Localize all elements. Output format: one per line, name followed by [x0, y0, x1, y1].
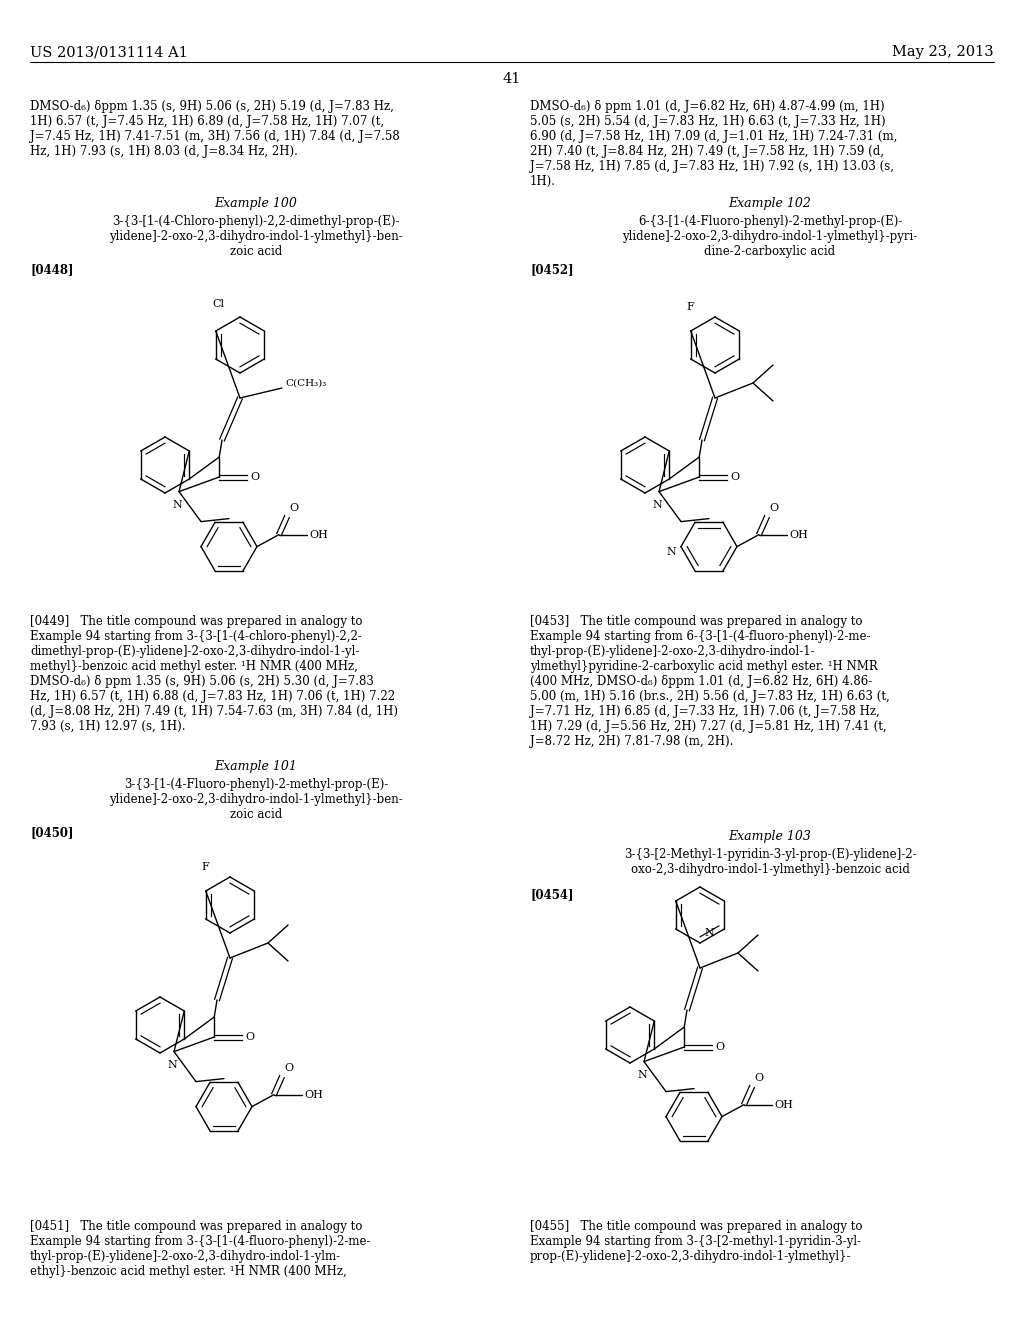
Text: OH: OH — [304, 1089, 323, 1100]
Text: Example 103: Example 103 — [728, 830, 811, 843]
Text: 3-{3-[2-Methyl-1-pyridin-3-yl-prop-(E)-ylidene]-2-
oxo-2,3-dihydro-indol-1-ylmet: 3-{3-[2-Methyl-1-pyridin-3-yl-prop-(E)-y… — [624, 847, 916, 876]
Text: [0448]: [0448] — [30, 263, 74, 276]
Text: O: O — [246, 1032, 254, 1041]
Text: [0452]: [0452] — [530, 263, 573, 276]
Text: C(CH₃)₃: C(CH₃)₃ — [285, 379, 327, 388]
Text: [0450]: [0450] — [30, 826, 74, 840]
Text: F: F — [201, 862, 209, 873]
Text: [0449]   The title compound was prepared in analogy to
Example 94 starting from : [0449] The title compound was prepared i… — [30, 615, 398, 733]
Text: O: O — [730, 473, 739, 482]
Text: 3-{3-[1-(4-Fluoro-phenyl)-2-methyl-prop-(E)-
ylidene]-2-oxo-2,3-dihydro-indol-1-: 3-{3-[1-(4-Fluoro-phenyl)-2-methyl-prop-… — [110, 777, 402, 821]
Text: O: O — [715, 1041, 724, 1052]
Text: N: N — [667, 546, 676, 557]
Text: N: N — [705, 928, 714, 939]
Text: O: O — [289, 503, 298, 512]
Text: O: O — [250, 473, 259, 482]
Text: N: N — [637, 1069, 647, 1080]
Text: Example 101: Example 101 — [215, 760, 297, 774]
Text: OH: OH — [774, 1100, 793, 1110]
Text: OH: OH — [309, 529, 328, 540]
Text: 6-{3-[1-(4-Fluoro-phenyl)-2-methyl-prop-(E)-
ylidene]-2-oxo-2,3-dihydro-indol-1-: 6-{3-[1-(4-Fluoro-phenyl)-2-methyl-prop-… — [623, 215, 918, 257]
Text: N: N — [652, 499, 662, 510]
Text: US 2013/0131114 A1: US 2013/0131114 A1 — [30, 45, 187, 59]
Text: 41: 41 — [503, 73, 521, 86]
Text: Cl: Cl — [212, 300, 224, 309]
Text: F: F — [686, 302, 694, 312]
Text: N: N — [167, 1060, 177, 1069]
Text: [0455]   The title compound was prepared in analogy to
Example 94 starting from : [0455] The title compound was prepared i… — [530, 1220, 862, 1263]
Text: DMSO-d₆) δ ppm 1.01 (d, J=6.82 Hz, 6H) 4.87-4.99 (m, 1H)
5.05 (s, 2H) 5.54 (d, J: DMSO-d₆) δ ppm 1.01 (d, J=6.82 Hz, 6H) 4… — [530, 100, 897, 187]
Text: [0451]   The title compound was prepared in analogy to
Example 94 starting from : [0451] The title compound was prepared i… — [30, 1220, 371, 1278]
Text: O: O — [754, 1073, 763, 1082]
Text: [0454]: [0454] — [530, 888, 573, 902]
Text: DMSO-d₆) δppm 1.35 (s, 9H) 5.06 (s, 2H) 5.19 (d, J=7.83 Hz,
1H) 6.57 (t, J=7.45 : DMSO-d₆) δppm 1.35 (s, 9H) 5.06 (s, 2H) … — [30, 100, 399, 158]
Text: O: O — [284, 1063, 293, 1073]
Text: Example 102: Example 102 — [728, 197, 811, 210]
Text: 3-{3-[1-(4-Chloro-phenyl)-2,2-dimethyl-prop-(E)-
ylidene]-2-oxo-2,3-dihydro-indo: 3-{3-[1-(4-Chloro-phenyl)-2,2-dimethyl-p… — [110, 215, 402, 257]
Text: Example 100: Example 100 — [215, 197, 297, 210]
Text: [0453]   The title compound was prepared in analogy to
Example 94 starting from : [0453] The title compound was prepared i… — [530, 615, 890, 748]
Text: N: N — [172, 499, 182, 510]
Text: O: O — [769, 503, 778, 512]
Text: OH: OH — [790, 529, 808, 540]
Text: May 23, 2013: May 23, 2013 — [892, 45, 994, 59]
